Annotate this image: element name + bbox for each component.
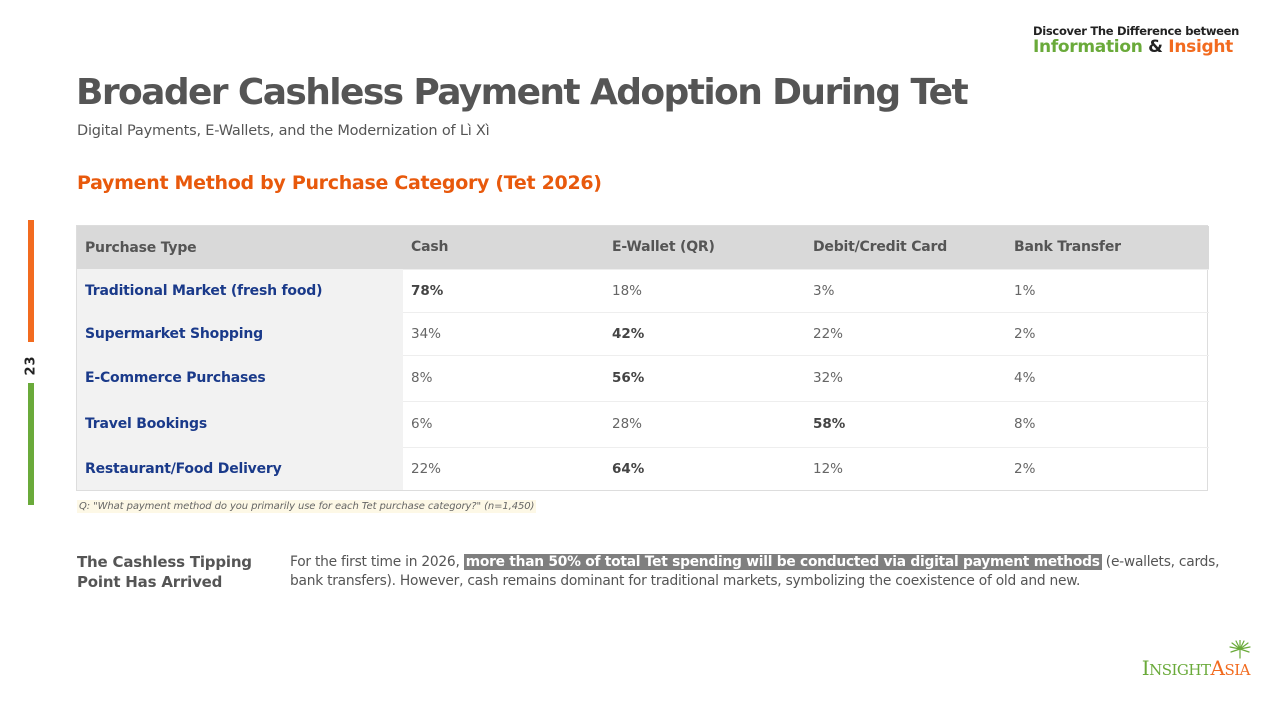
cell-cash: 22% — [403, 446, 604, 490]
cell-ewallet: 18% — [604, 268, 805, 312]
cell-bank-transfer: 2% — [1006, 311, 1209, 355]
row-label: Restaurant/Food Delivery — [77, 447, 403, 490]
logo-asia-rest: SIA — [1224, 661, 1250, 679]
logo-insight-rest: NSIGHT — [1149, 661, 1211, 679]
insight-heading: The Cashless Tipping Point Has Arrived — [77, 553, 252, 591]
row-label: Travel Bookings — [77, 401, 403, 447]
cell-bank-transfer: 4% — [1006, 354, 1209, 401]
payment-method-table: Purchase Type Cash E-Wallet (QR) Debit/C… — [76, 225, 1209, 491]
column-header-cash: Cash — [403, 226, 604, 269]
insightasia-logo: INSIGHT ASIA — [1142, 640, 1250, 680]
insight-body-intro: For the first time in 2026, — [290, 554, 464, 570]
insight-body-highlight: more than 50% of total Tet spending will… — [463, 554, 1102, 570]
survey-footnote: Q: "What payment method do you primarily… — [77, 500, 537, 513]
cell-cash: 78% — [403, 268, 604, 312]
row-label: Traditional Market (fresh food) — [77, 269, 403, 312]
row-label: E-Commerce Purchases — [77, 355, 403, 401]
tagline-line1: Discover The Difference between — [1033, 24, 1240, 38]
side-accent-bar-orange — [28, 220, 34, 342]
page-title: Broader Cashless Payment Adoption During… — [76, 72, 969, 113]
column-header-bank-transfer: Bank Transfer — [1006, 226, 1209, 269]
table-row: Supermarket Shopping 34% 42% 22% 2% — [77, 311, 1209, 355]
palm-tree-icon — [1228, 640, 1251, 659]
tagline-line2: Information & Insight — [1033, 38, 1243, 57]
cell-cash: 8% — [403, 354, 604, 401]
tagline-information: Information — [1033, 37, 1143, 57]
cell-cash: 6% — [403, 400, 604, 447]
cell-bank-transfer: 1% — [1006, 268, 1209, 312]
cell-bank-transfer: 8% — [1006, 400, 1209, 447]
cell-card: 58% — [805, 400, 1006, 447]
column-header-purchase-type: Purchase Type — [77, 226, 403, 269]
cell-ewallet: 64% — [604, 446, 805, 490]
row-label: Supermarket Shopping — [77, 312, 403, 355]
column-header-ewallet: E-Wallet (QR) — [604, 226, 805, 269]
logo-insight-text: INSIGHT — [1142, 656, 1211, 680]
cell-card: 12% — [805, 446, 1006, 490]
page-number-text: 23 — [23, 354, 39, 376]
cell-ewallet: 28% — [604, 400, 805, 447]
side-accent-bar-green — [28, 383, 34, 505]
column-header-card: Debit/Credit Card — [805, 226, 1006, 269]
cell-card: 22% — [805, 311, 1006, 355]
cell-card: 32% — [805, 354, 1006, 401]
table-row: Traditional Market (fresh food) 78% 18% … — [77, 268, 1209, 312]
page-subtitle: Digital Payments, E-Wallets, and the Mod… — [77, 123, 490, 139]
cell-ewallet: 42% — [604, 311, 805, 355]
logo-asia-initial: A — [1210, 656, 1225, 680]
table-row: Travel Bookings 6% 28% 58% 8% — [77, 400, 1209, 447]
logo-asia-text: ASIA — [1210, 640, 1250, 680]
table-row: Restaurant/Food Delivery 22% 64% 12% 2% — [77, 446, 1209, 490]
cell-card: 3% — [805, 268, 1006, 312]
tagline-ampersand: & — [1148, 37, 1163, 57]
page-number: 23 — [20, 350, 42, 380]
insight-body-rest: (e-wallets, cards, bank transfers). Howe… — [290, 554, 1220, 589]
logo-insight-initial: I — [1141, 656, 1150, 680]
cell-bank-transfer: 2% — [1006, 446, 1209, 490]
cell-ewallet: 56% — [604, 354, 805, 401]
tagline: Discover The Difference between Informat… — [1033, 25, 1243, 57]
table-row: E-Commerce Purchases 8% 56% 32% 4% — [77, 354, 1209, 401]
section-title: Payment Method by Purchase Category (Tet… — [77, 172, 602, 194]
cell-cash: 34% — [403, 311, 604, 355]
table-header-row: Purchase Type Cash E-Wallet (QR) Debit/C… — [77, 226, 1209, 269]
tagline-insight: Insight — [1168, 37, 1233, 57]
insight-body: For the first time in 2026, more than 50… — [290, 553, 1220, 591]
